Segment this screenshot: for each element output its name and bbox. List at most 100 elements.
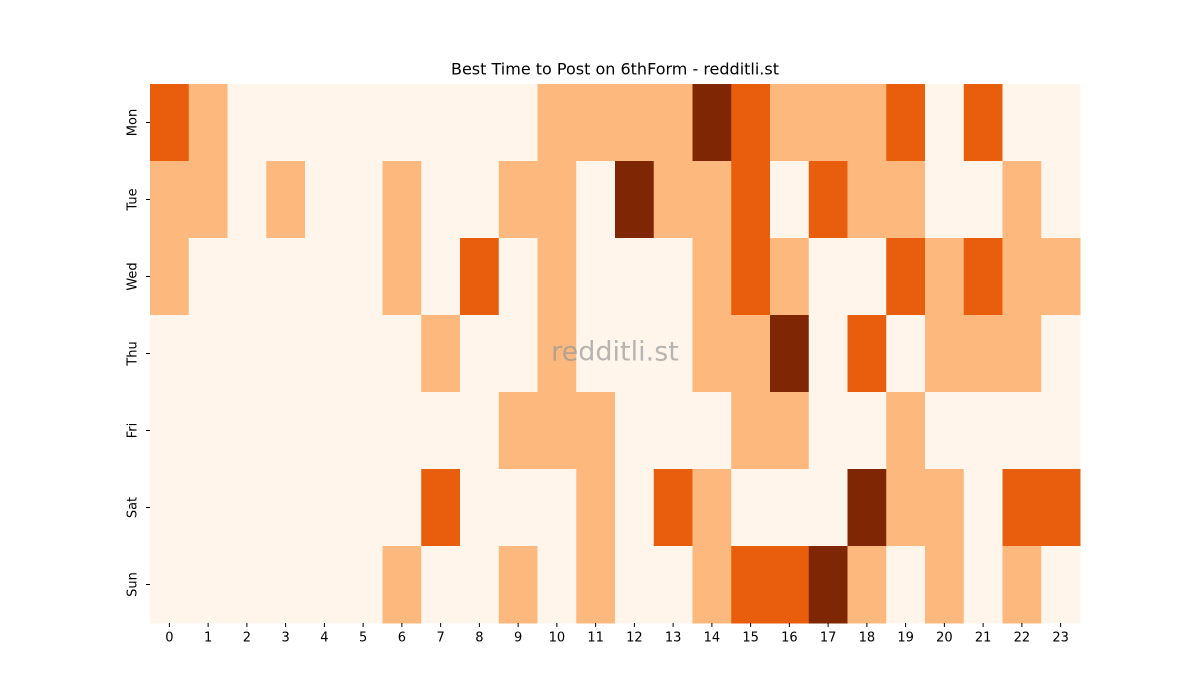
heatmap-cell	[343, 469, 383, 547]
heatmap-cell	[460, 238, 500, 316]
heatmap-cell	[382, 238, 422, 316]
x-tick-label: 15	[742, 631, 759, 646]
heatmap-cell	[808, 315, 848, 393]
heatmap-cells	[150, 84, 1081, 624]
heatmap-cell	[886, 238, 926, 316]
heatmap-cell	[731, 84, 771, 162]
x-tick-label: 9	[514, 631, 522, 646]
heatmap-cell	[692, 392, 732, 470]
heatmap-cell	[847, 84, 887, 162]
x-tick-label: 6	[398, 631, 406, 646]
heatmap-cell	[305, 546, 345, 624]
x-tick-label: 19	[897, 631, 914, 646]
heatmap-cell	[382, 469, 422, 547]
heatmap-cell	[653, 469, 693, 547]
heatmap-cell	[460, 392, 500, 470]
heatmap-cell	[1002, 238, 1042, 316]
heatmap-cell	[537, 315, 577, 393]
heatmap-cell	[653, 238, 693, 316]
heatmap-cell	[1002, 84, 1042, 162]
heatmap-cell	[615, 469, 655, 547]
y-tick-label: Fri	[126, 423, 141, 439]
heatmap-cell	[227, 84, 267, 162]
heatmap-cell	[963, 315, 1003, 393]
heatmap-cell	[537, 469, 577, 547]
heatmap-cell	[692, 238, 732, 316]
heatmap-cell	[150, 315, 190, 393]
watermark: redditli.st	[551, 337, 679, 368]
x-tick-label: 11	[587, 631, 604, 646]
heatmap-cell	[227, 469, 267, 547]
heatmap-cell	[770, 392, 810, 470]
heatmap-cell	[421, 546, 461, 624]
heatmap-cell	[421, 392, 461, 470]
heatmap-cell	[770, 315, 810, 393]
heatmap-cell	[808, 84, 848, 162]
heatmap-cell	[692, 161, 732, 239]
x-tick-label: 12	[626, 631, 643, 646]
heatmap-cell	[847, 238, 887, 316]
heatmap-cell	[305, 238, 345, 316]
heatmap-cell	[188, 315, 228, 393]
heatmap-cell	[382, 546, 422, 624]
heatmap-cell	[188, 546, 228, 624]
heatmap-cell	[305, 315, 345, 393]
heatmap-cell	[150, 469, 190, 547]
heatmap-cell	[808, 392, 848, 470]
heatmap-cell	[227, 238, 267, 316]
heatmap-cell	[460, 546, 500, 624]
heatmap-cell	[421, 469, 461, 547]
heatmap-cell	[886, 392, 926, 470]
heatmap-cell	[1002, 469, 1042, 547]
heatmap-cell	[770, 238, 810, 316]
heatmap-cell	[1041, 469, 1081, 547]
heatmap-cell	[188, 469, 228, 547]
heatmap-cell	[498, 546, 538, 624]
heatmap-cell	[266, 392, 306, 470]
x-tick-label: 4	[320, 631, 328, 646]
y-tick-label: Thu	[126, 341, 141, 366]
heatmap-cell	[925, 315, 965, 393]
heatmap-cell	[498, 392, 538, 470]
heatmap-cell	[731, 469, 771, 547]
heatmap-cell	[460, 84, 500, 162]
heatmap-cell	[615, 161, 655, 239]
heatmap-cell	[421, 161, 461, 239]
heatmap-cell	[460, 469, 500, 547]
heatmap-cell	[731, 315, 771, 393]
heatmap-cell	[537, 238, 577, 316]
x-tick-label: 18	[859, 631, 876, 646]
heatmap-cell	[847, 469, 887, 547]
x-tick-label: 16	[781, 631, 798, 646]
heatmap-cell	[266, 238, 306, 316]
heatmap-cell	[1002, 546, 1042, 624]
heatmap-cell	[963, 161, 1003, 239]
x-tick-label: 2	[243, 631, 251, 646]
heatmap-cell	[498, 238, 538, 316]
heatmap-cell	[770, 546, 810, 624]
heatmap-cell	[460, 315, 500, 393]
heatmap-cell	[382, 315, 422, 393]
heatmap-cell	[886, 469, 926, 547]
heatmap-cell	[150, 161, 190, 239]
heatmap-cell	[576, 392, 616, 470]
heatmap-cell	[808, 161, 848, 239]
heatmap-cell	[925, 84, 965, 162]
heatmap-cell	[1041, 546, 1081, 624]
heatmap-cell	[576, 469, 616, 547]
heatmap-cell	[963, 392, 1003, 470]
heatmap-cell	[731, 546, 771, 624]
heatmap-cell	[498, 84, 538, 162]
heatmap-cell	[692, 315, 732, 393]
heatmap-cell	[653, 84, 693, 162]
x-tick-label: 8	[475, 631, 483, 646]
heatmap-cell	[653, 546, 693, 624]
heatmap-cell	[305, 84, 345, 162]
heatmap-cell	[421, 315, 461, 393]
heatmap-cell	[692, 84, 732, 162]
x-tick-label: 14	[704, 631, 721, 646]
heatmap-cell	[847, 392, 887, 470]
heatmap-cell	[615, 546, 655, 624]
heatmap-cell	[731, 392, 771, 470]
